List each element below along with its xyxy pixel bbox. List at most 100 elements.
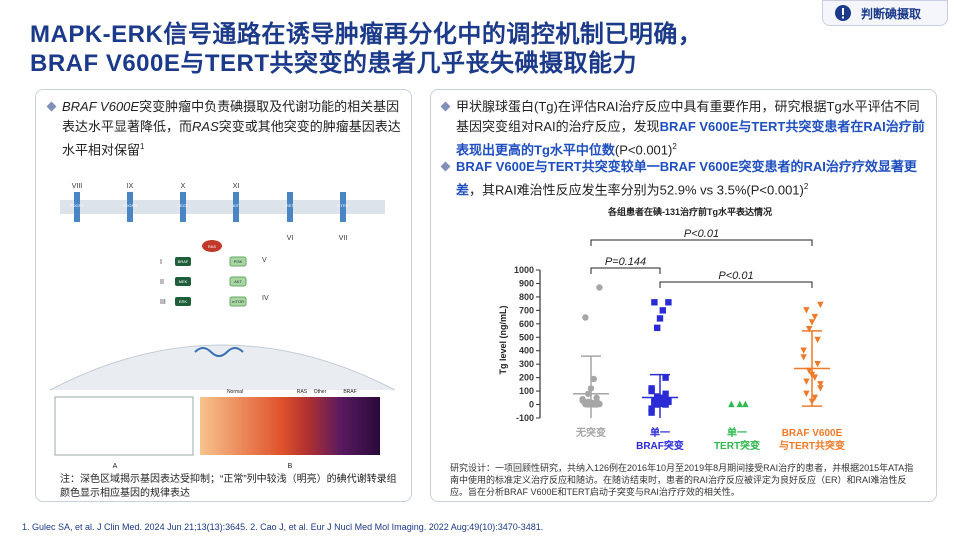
pathway-box bbox=[175, 257, 191, 266]
heatmap-column: BRAF bbox=[343, 389, 356, 395]
pathway-box bbox=[175, 297, 191, 306]
numeral: IV bbox=[262, 295, 269, 302]
badge-text: 判断碘摄取 bbox=[861, 7, 922, 21]
text-run: 1 bbox=[140, 142, 145, 151]
dot bbox=[803, 390, 810, 397]
pathway-box bbox=[229, 296, 247, 307]
x-tick-label: TERT突变 bbox=[714, 439, 760, 452]
y-tick-label: 200 bbox=[519, 373, 534, 383]
error-bar bbox=[650, 373, 670, 418]
text-run: RAS bbox=[192, 119, 219, 134]
numeral: III bbox=[160, 299, 166, 306]
dot bbox=[803, 307, 810, 314]
text-run: BRAF V600E与TERT共突变较单一BRAF V600E突变患者的RAI治… bbox=[456, 159, 917, 198]
dot bbox=[817, 381, 824, 388]
text-run: 突变肿瘤中负责碘摄取及代谢功能的相关基因表达水平显著降低，而 bbox=[62, 99, 400, 134]
receptor-label: PDGFR bbox=[123, 203, 137, 208]
numeral: V bbox=[262, 257, 267, 264]
receptor-label: VEGF bbox=[178, 203, 189, 208]
heatmap-column: RAS bbox=[297, 389, 308, 395]
y-tick-label: 500 bbox=[519, 332, 534, 342]
numeral: XI bbox=[233, 183, 240, 190]
heatmap-column: Other bbox=[314, 389, 327, 395]
pathway-box bbox=[229, 276, 247, 287]
dot bbox=[806, 367, 813, 375]
pathway-label: BRAF bbox=[178, 259, 189, 264]
ras-node bbox=[202, 240, 222, 252]
dot bbox=[648, 405, 655, 412]
significance-bracket bbox=[590, 267, 661, 274]
pathway-box bbox=[229, 256, 247, 267]
dot bbox=[585, 401, 592, 408]
receptor-label: NTRK bbox=[338, 203, 349, 208]
ras-label: RAS bbox=[208, 244, 217, 249]
y-axis-title: Tg level (ng/mL) bbox=[498, 305, 508, 374]
receptor-label: PDGFR bbox=[70, 203, 84, 208]
y-tick-label: 700 bbox=[519, 305, 534, 315]
dot bbox=[662, 374, 669, 381]
dot bbox=[662, 401, 669, 408]
dot bbox=[654, 401, 661, 408]
numeral: VII bbox=[339, 235, 348, 242]
text-run: 甲状腺球蛋白(Tg)在评估RAI治疗反应中具有重要作用，研究根据Tg水平评估不同… bbox=[456, 99, 920, 134]
x-tick-label: 单一 bbox=[727, 426, 747, 439]
receptor bbox=[287, 192, 293, 222]
dot bbox=[811, 394, 818, 402]
dot bbox=[648, 387, 655, 395]
y-tick-label: -100 bbox=[516, 413, 534, 423]
dot bbox=[803, 378, 810, 385]
gene-panel bbox=[54, 396, 194, 456]
dot bbox=[662, 390, 669, 397]
error-bar bbox=[802, 330, 822, 407]
numeral: VI bbox=[287, 235, 294, 242]
x-tick-label: BRAF突变 bbox=[636, 439, 684, 452]
receptor bbox=[233, 192, 239, 222]
receptor-label: RET bbox=[286, 203, 295, 208]
y-tick-label: 600 bbox=[519, 319, 534, 329]
numeral: VIII bbox=[72, 183, 83, 190]
x-tick-label: 无突变 bbox=[575, 426, 606, 439]
dot bbox=[817, 385, 824, 392]
nucleus bbox=[49, 344, 396, 391]
text-run: BRAF V600E bbox=[62, 99, 140, 114]
dot bbox=[808, 319, 816, 326]
receptor bbox=[340, 192, 346, 222]
bullet: BRAF V600E突变肿瘤中负责碘摄取及代谢功能的相关基因表达水平显著降低，而… bbox=[62, 97, 402, 160]
text-run: (P<0.001) bbox=[614, 142, 673, 158]
membrane bbox=[60, 200, 385, 214]
dot bbox=[593, 401, 600, 408]
numeral: X bbox=[181, 183, 186, 190]
dot bbox=[656, 315, 664, 322]
text-run: BRAF V600E与TERT共突变患者在RAI治疗前表现出更高的Tg水平中位数 bbox=[456, 119, 925, 158]
dot bbox=[814, 360, 821, 368]
dot bbox=[736, 400, 743, 408]
dot bbox=[811, 374, 818, 381]
pathway-box bbox=[175, 277, 191, 286]
plot bbox=[573, 284, 830, 418]
numeral: IX bbox=[127, 183, 134, 190]
dot bbox=[806, 326, 813, 333]
receptor bbox=[180, 192, 186, 222]
text-run: ，其RAI难治性反应发生率分别为52.9% vs 3.5%(P<0.001) bbox=[469, 182, 804, 198]
dot bbox=[582, 314, 589, 321]
x-tick-label: BRAF V600E bbox=[782, 428, 843, 439]
dot bbox=[665, 299, 672, 306]
dot bbox=[590, 375, 597, 383]
significance-bracket bbox=[590, 239, 813, 246]
pathway-label: ERK bbox=[179, 299, 188, 304]
significance-bracket bbox=[659, 281, 813, 288]
references: 1. Gulec SA, et al. J Clin Med. 2024 Jun… bbox=[22, 522, 544, 532]
numeral: I bbox=[160, 259, 162, 266]
y-tick-label: 900 bbox=[519, 278, 534, 288]
y-tick-label: 400 bbox=[519, 346, 534, 356]
dot bbox=[596, 284, 603, 291]
dot bbox=[800, 354, 807, 361]
receptor bbox=[74, 192, 80, 222]
y-tick-label: 300 bbox=[519, 359, 534, 369]
x-tick-label: 单一 bbox=[650, 426, 670, 439]
y-tick-label: 800 bbox=[519, 292, 534, 302]
badge: 判断碘摄取 bbox=[822, 0, 948, 26]
y-tick-label: 0 bbox=[529, 400, 534, 410]
